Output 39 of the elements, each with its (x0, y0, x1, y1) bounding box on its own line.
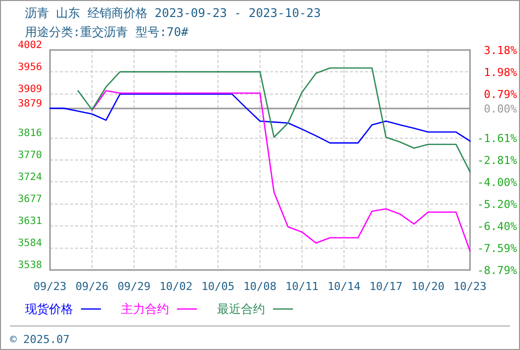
y2-tick-label: -5.20% (477, 198, 518, 212)
chart-title: 沥青 山东 经销商价格 2023-09-23 - 2023-10-23 (25, 6, 321, 20)
y-tick-label: 3631 (18, 216, 42, 227)
y2-tick-label: -6.40% (477, 220, 518, 234)
y2-tick-label: 0.00% (484, 102, 518, 116)
y-tick-label: 3677 (18, 194, 42, 206)
x-tick-label: 10/11 (285, 280, 319, 293)
y2-tick-label: -1.61% (477, 132, 518, 146)
x-tick-label: 10/23 (453, 280, 487, 293)
y-tick-label: 3956 (18, 62, 42, 73)
y2-tick-label: -2.81% (477, 154, 518, 168)
y2-tick-label: -8.79% (477, 264, 518, 277)
text: © 2025.07 (10, 333, 70, 346)
y2-tick-label: 0.79% (484, 88, 518, 101)
y-tick-label: 4002 (18, 40, 42, 51)
chart-subtitle: 用途分类:重交沥青 型号:70# (25, 25, 190, 39)
y2-tick-label: 1.98% (484, 66, 518, 80)
y2-tick-label: -7.59% (477, 242, 518, 255)
x-tick-label: 10/08 (243, 280, 277, 293)
y-tick-label: 3584 (18, 238, 42, 250)
x-tick-label: 10/20 (411, 280, 445, 293)
y2-tick-label: -4.00% (477, 176, 518, 189)
x-tick-label: 10/14 (327, 280, 361, 293)
y-tick-label: 3816 (18, 128, 42, 140)
legend-label: 最近合约 (217, 302, 265, 316)
y2-tick-label: 3.18% (484, 44, 518, 57)
y-tick-label: 3724 (18, 172, 42, 183)
x-tick-label: 10/17 (369, 280, 403, 293)
y-tick-label: 3770 (18, 150, 42, 161)
y-tick-label: 3879 (18, 98, 42, 110)
x-tick-label: 09/23 (33, 280, 67, 293)
y-tick-label: 3909 (18, 84, 42, 96)
x-tick-label: 09/26 (75, 280, 109, 293)
x-tick-label: 10/02 (159, 280, 193, 293)
x-tick-label: 09/29 (117, 280, 151, 293)
legend-label: 主力合约 (121, 302, 169, 316)
legend-label: 现货价格 (25, 302, 73, 316)
x-tick-label: 10/05 (201, 280, 235, 293)
y-tick-label: 3538 (18, 260, 42, 271)
